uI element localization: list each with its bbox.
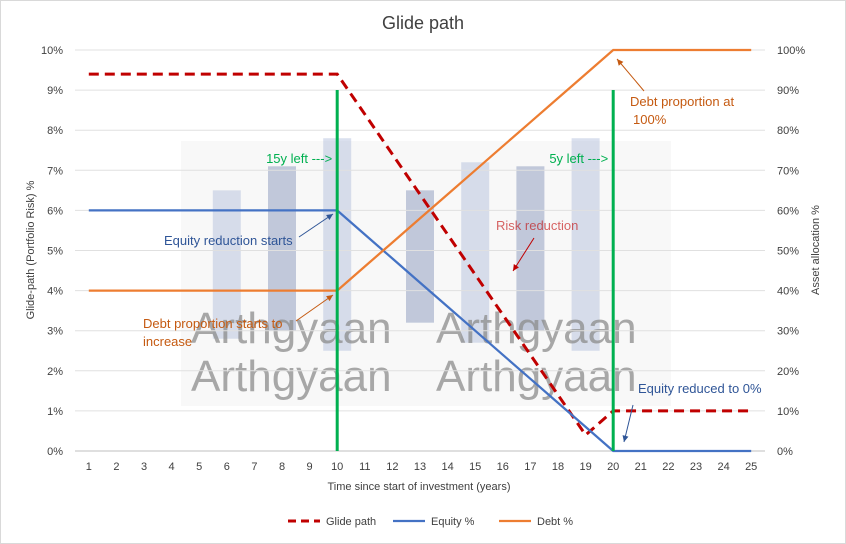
x-tick-label: 21 (635, 461, 647, 473)
annotation-arrow-head (326, 295, 333, 302)
legend: Glide path Equity % Debt % (288, 516, 573, 528)
watermark-bar (461, 162, 490, 343)
x-tick-label: 1 (86, 461, 92, 473)
annotation-debt-100: Debt proportion at (630, 94, 734, 109)
annotation-equity-zero: Equity reduced to 0% (638, 381, 762, 396)
y-left-tick-label: 6% (47, 205, 63, 217)
legend-label: Equity % (431, 516, 475, 528)
x-tick-label: 25 (745, 461, 757, 473)
annotation-debt-starts: Debt proportion starts to (143, 316, 282, 331)
y-left-tick-label: 9% (47, 85, 63, 97)
x-tick-label: 19 (579, 461, 591, 473)
y-right-tick-label: 20% (777, 366, 799, 378)
chart-title: Glide path (382, 13, 464, 33)
x-tick-label: 13 (414, 461, 426, 473)
y-left-tick-label: 5% (47, 246, 63, 258)
annotation-arrow-head (622, 435, 629, 442)
y-right-tick-label: 40% (777, 286, 799, 298)
y-left-tick-label: 3% (47, 326, 63, 338)
x-tick-label: 2 (113, 461, 119, 473)
y-right-tick-label: 30% (777, 326, 799, 338)
annotation-arrow (623, 404, 634, 443)
y-left-tick-label: 10% (41, 45, 63, 57)
annotation-arrow-head (617, 59, 624, 66)
watermark-text: Arthgyaan (191, 304, 392, 353)
vertical-marker-label: 15y left ---> (266, 151, 332, 166)
y-right-tick-label: 100% (777, 45, 805, 57)
y-right-axis-label: Asset allocation % (810, 205, 822, 295)
y-left-tick-label: 2% (47, 366, 63, 378)
x-tick-label: 18 (552, 461, 564, 473)
annotation-arrow (298, 213, 334, 238)
x-tick-label: 11 (359, 461, 370, 473)
x-tick-label: 23 (690, 461, 702, 473)
watermark-bar (212, 190, 241, 339)
y-left-tick-label: 8% (47, 125, 63, 137)
x-tick-label: 5 (196, 461, 202, 473)
annotation-arrow-head (513, 264, 519, 271)
y-left-tick-label: 1% (47, 406, 63, 418)
y-right-tick-label: 70% (777, 165, 799, 177)
x-tick-label: 16 (497, 461, 509, 473)
x-tick-label: 20 (607, 461, 619, 473)
annotation-equity-reduction-starts: Equity reduction starts (164, 233, 293, 248)
series-line-debt (88, 48, 752, 292)
watermark-text: Arthgyaan (436, 352, 637, 401)
x-tick-label: 22 (662, 461, 674, 473)
y-left-tick-label: 7% (47, 165, 63, 177)
legend-label: Glide path (326, 516, 376, 528)
x-axis-label: Time since start of investment (years) (328, 481, 511, 493)
watermark-bar (406, 190, 434, 323)
series-line-equity (88, 209, 752, 453)
annotation-arrow (295, 294, 334, 322)
x-tick-label: 3 (141, 461, 147, 473)
watermark-backdrop (181, 141, 671, 406)
y-left-axis-label: Glide-path (Portfolio Risk) % (25, 180, 37, 319)
x-tick-label: 10 (331, 461, 343, 473)
y-left-tick-label: 0% (47, 446, 63, 458)
annotation-risk-reduction: Risk reduction (496, 218, 578, 233)
vertical-marker-label: 5y left ---> (549, 151, 608, 166)
watermark-text: Arthgyaan (436, 304, 637, 353)
x-tick-label: 15 (469, 461, 481, 473)
y-right-tick-label: 50% (777, 246, 799, 258)
annotation-arrow (616, 58, 645, 92)
watermark-bar (516, 166, 545, 331)
annotation-arrow-head (326, 214, 333, 221)
y-right-tick-label: 0% (777, 446, 793, 458)
annotation-debt-100-line2: 100% (633, 112, 667, 127)
x-tick-label: 24 (717, 461, 729, 473)
annotation-arrow (512, 237, 535, 272)
legend-label: Debt % (537, 516, 573, 528)
x-tick-label: 17 (524, 461, 536, 473)
y-right-tick-label: 60% (777, 205, 799, 217)
watermark-bar (268, 166, 296, 331)
x-tick-label: 9 (307, 461, 313, 473)
x-tick-label: 12 (386, 461, 398, 473)
annotation-debt-starts-line2: increase (143, 334, 192, 349)
y-left-tick-label: 4% (47, 286, 63, 298)
x-tick-label: 6 (224, 461, 230, 473)
x-tick-label: 7 (251, 461, 257, 473)
x-tick-label: 14 (441, 461, 453, 473)
y-right-tick-label: 80% (777, 125, 799, 137)
y-right-tick-label: 90% (777, 85, 799, 97)
x-tick-label: 8 (279, 461, 285, 473)
y-right-tick-label: 10% (777, 406, 799, 418)
watermark-text: Arthgyaan (191, 352, 392, 401)
watermark-bar (571, 138, 600, 351)
x-tick-label: 4 (169, 461, 175, 473)
